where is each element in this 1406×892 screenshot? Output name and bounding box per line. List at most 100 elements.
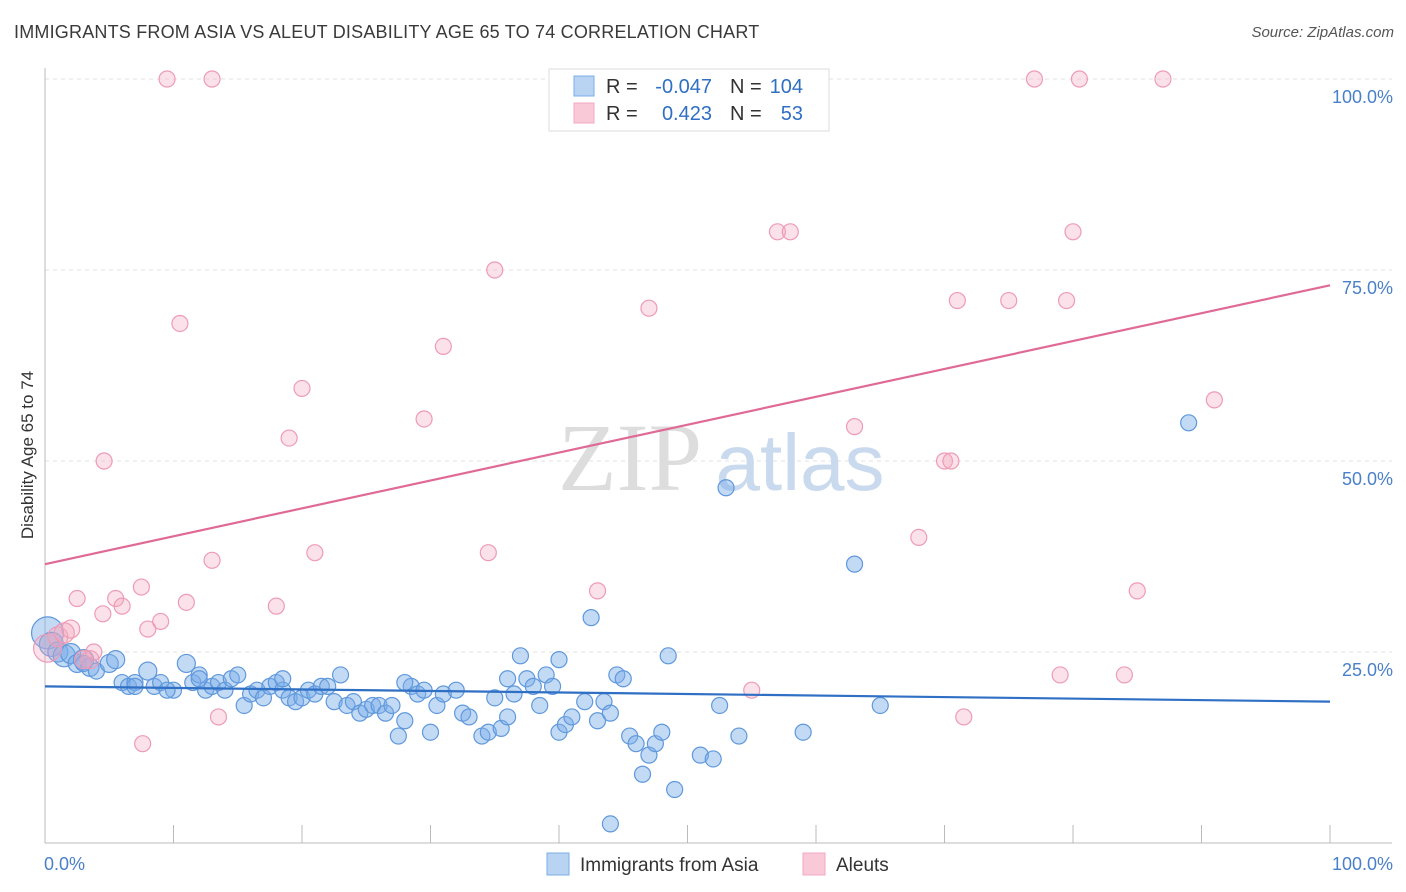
watermark-zip: ZIP — [558, 404, 702, 511]
legend-r-value-2: 0.423 — [662, 103, 712, 125]
asia-point-66 — [499, 708, 517, 726]
asia-point-51 — [389, 727, 407, 745]
asia-point-103 — [1180, 414, 1198, 432]
y-tick-label-100: 100.0% — [1332, 87, 1393, 107]
aleut-point-15 — [152, 612, 170, 631]
y-tick-label-50: 50.0% — [1342, 469, 1393, 489]
asia-point-77 — [576, 693, 594, 711]
asia-point-83 — [614, 670, 632, 688]
aleut-point-49 — [1154, 70, 1172, 88]
asia-point-89 — [653, 723, 671, 741]
asia-point-102 — [158, 681, 176, 699]
asia-point-81 — [601, 704, 620, 722]
chart-title: IMMIGRANTS FROM ASIA VS ALEUT DISABILITY… — [14, 22, 760, 42]
aleut-point-39 — [948, 291, 966, 310]
series-immigrants-from-asia-points — [30, 414, 1198, 833]
aleut-point-3 — [61, 619, 81, 639]
chart-source: Source: ZipAtlas.com — [1251, 24, 1394, 41]
aleut-point-37 — [935, 452, 954, 470]
aleut-point-48 — [1128, 582, 1146, 600]
aleut-point-9 — [95, 452, 113, 470]
legend-swatch-aleuts — [573, 102, 595, 124]
aleut-point-42 — [1025, 70, 1044, 88]
asia-point-107 — [190, 670, 208, 688]
asia-point-76 — [563, 708, 581, 726]
asia-point-79 — [588, 712, 607, 730]
bottom-legend-aleuts: Aleuts — [836, 855, 889, 876]
x-tick-label-max: 100.0% — [1332, 854, 1393, 874]
bottom-swatch-aleuts — [802, 852, 826, 876]
aleut-point-24 — [415, 410, 433, 428]
asia-point-68 — [511, 647, 530, 665]
aleut-point-12 — [132, 578, 150, 596]
x-tick-label-min: 0.0% — [44, 854, 85, 874]
y-tick-labels: 25.0% 50.0% 75.0% 100.0% — [1332, 87, 1393, 680]
asia-point-26 — [229, 666, 247, 684]
aleut-point-52 — [1205, 391, 1223, 409]
asia-point-42 — [331, 666, 350, 684]
asia-point-20 — [190, 666, 208, 684]
aleut-point-14 — [139, 620, 157, 638]
asia-point-47 — [364, 696, 382, 715]
legend-n-label-1: N = — [730, 76, 762, 98]
aleut-point-13 — [134, 735, 152, 753]
asia-point-78 — [582, 609, 600, 627]
y-axis-label: Disability Age 65 to 74 — [18, 371, 37, 539]
legend-r-value-1: -0.047 — [655, 76, 712, 98]
y-tick-label-25: 25.0% — [1342, 660, 1393, 680]
aleut-point-27 — [486, 261, 504, 279]
asia-point-52 — [396, 712, 414, 730]
asia-point-50 — [383, 696, 401, 715]
asia-point-70 — [524, 677, 542, 695]
asia-point-10 — [106, 650, 126, 670]
y-tick-label-75: 75.0% — [1342, 278, 1393, 298]
gridlines — [45, 78, 1392, 653]
aleut-point-16 — [171, 314, 189, 333]
aleut-point-41 — [1000, 291, 1018, 310]
asia-point-17 — [164, 681, 183, 699]
legend-swatch-asia — [573, 75, 595, 97]
legend-n-label-2: N = — [730, 103, 762, 125]
legend-n-value-1: 104 — [770, 76, 803, 98]
asia-point-104 — [601, 815, 620, 833]
asia-point-98 — [845, 555, 864, 573]
asia-point-100 — [550, 651, 568, 669]
series-legend: Immigrants from Asia Aleuts — [546, 852, 889, 876]
asia-point-95 — [717, 479, 735, 497]
asia-point-67 — [505, 685, 523, 703]
aleut-point-50 — [158, 70, 176, 88]
aleut-point-44 — [1057, 291, 1076, 310]
aleut-point-38 — [942, 452, 960, 470]
aleut-point-7 — [68, 589, 86, 608]
aleut-point-36 — [910, 528, 928, 547]
aleut-point-33 — [781, 223, 799, 241]
x-tick-labels: 0.0% 100.0% — [44, 854, 1393, 874]
aleut-point-18 — [203, 551, 221, 569]
aleut-point-28 — [588, 582, 607, 600]
aleut-point-47 — [1115, 666, 1134, 684]
axes — [44, 68, 1392, 844]
asia-point-63 — [479, 723, 497, 741]
aleut-point-26 — [479, 544, 497, 562]
asia-point-91 — [666, 780, 684, 799]
asia-point-14 — [138, 661, 158, 681]
aleut-point-19 — [209, 708, 228, 726]
asia-point-61 — [460, 708, 478, 726]
asia-point-90 — [659, 647, 677, 665]
aleut-point-8 — [94, 605, 112, 623]
aleut-point-25 — [434, 337, 452, 355]
asia-point-85 — [627, 735, 645, 753]
asia-point-99 — [871, 696, 889, 715]
aleut-point-17 — [177, 593, 195, 611]
asia-point-96 — [730, 727, 748, 745]
aleut-point-46 — [1070, 70, 1089, 88]
asia-point-41 — [325, 693, 343, 711]
aleut-point-35 — [845, 418, 864, 436]
trendline-aleuts — [44, 284, 1331, 566]
legend-n-value-2: 53 — [781, 103, 803, 125]
aleut-point-6 — [85, 643, 103, 661]
asia-point-106 — [396, 673, 414, 692]
aleut-point-21 — [280, 429, 298, 447]
aleut-point-45 — [1064, 223, 1082, 241]
